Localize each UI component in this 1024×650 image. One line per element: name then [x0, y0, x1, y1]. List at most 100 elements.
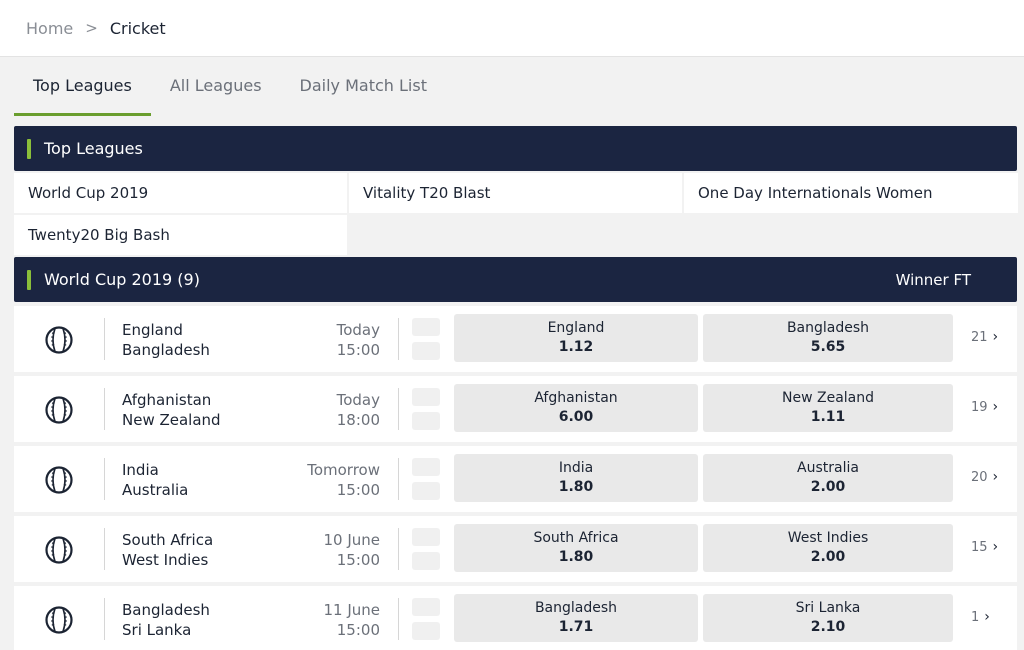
- odds-button-away[interactable]: West Indies 2.00: [703, 524, 953, 572]
- match-clock: 15:00: [336, 481, 380, 499]
- stat-placeholder: [412, 622, 440, 640]
- odds-away-name: New Zealand: [782, 390, 874, 406]
- odds-home-value: 1.71: [558, 619, 594, 635]
- row-divider: [104, 598, 105, 640]
- competition-panel: World Cup 2019 (9) Winner FT England Ban…: [14, 257, 1017, 650]
- odds-home-name: Afghanistan: [534, 390, 618, 406]
- odds-button-away[interactable]: New Zealand 1.11: [703, 384, 953, 432]
- away-team-name: Australia: [122, 481, 189, 499]
- odds-home-name: South Africa: [533, 530, 619, 546]
- breadcrumb-current: Cricket: [109, 18, 166, 38]
- header-accent: [27, 269, 31, 290]
- stat-placeholder: [412, 412, 440, 430]
- odds-button-home[interactable]: Bangladesh 1.71: [454, 594, 698, 642]
- odds-button-home[interactable]: England 1.12: [454, 314, 698, 362]
- match-clock: 15:00: [336, 621, 380, 639]
- home-team-name: Bangladesh: [122, 601, 210, 619]
- match-time: 10 June 15:00: [323, 530, 380, 570]
- row-divider: [398, 458, 399, 500]
- stat-placeholder: [412, 552, 440, 570]
- cricket-ball-icon: [45, 536, 73, 564]
- match-teams[interactable]: England Bangladesh: [122, 320, 210, 360]
- tab-top-leagues[interactable]: Top Leagues: [14, 58, 151, 116]
- odds-away-name: West Indies: [787, 530, 869, 546]
- odds-home-value: 1.80: [558, 549, 594, 565]
- match-day: 10 June: [323, 531, 380, 549]
- chevron-right-icon: ›: [992, 539, 999, 555]
- more-markets-link[interactable]: 1 ›: [971, 609, 990, 625]
- match-time: Today 15:00: [337, 320, 380, 360]
- row-divider: [398, 528, 399, 570]
- league-grid-empty: [684, 215, 1018, 255]
- row-divider: [104, 528, 105, 570]
- match-teams[interactable]: India Australia: [122, 460, 188, 500]
- cricket-ball-icon: [45, 326, 73, 354]
- match-time: Tomorrow 15:00: [307, 460, 380, 500]
- league-grid: World Cup 2019 Vitality T20 Blast One Da…: [14, 173, 1018, 255]
- cricket-ball-icon: [45, 606, 73, 634]
- stat-placeholder: [412, 598, 440, 616]
- odds-button-away[interactable]: Australia 2.00: [703, 454, 953, 502]
- odds-away-name: Sri Lanka: [795, 600, 861, 616]
- match-row: Bangladesh Sri Lanka 11 June 15:00 Bangl…: [14, 586, 1017, 650]
- league-link-big-bash[interactable]: Twenty20 Big Bash: [14, 215, 347, 255]
- away-team-name: New Zealand: [122, 411, 221, 429]
- odds-button-home[interactable]: India 1.80: [454, 454, 698, 502]
- chevron-right-icon: ›: [992, 399, 999, 415]
- match-time: 11 June 15:00: [323, 600, 380, 640]
- stat-placeholder: [412, 342, 440, 360]
- chevron-right-icon: ›: [992, 329, 999, 345]
- odds-button-away[interactable]: Sri Lanka 2.10: [703, 594, 953, 642]
- odds-away-value: 2.10: [810, 619, 846, 635]
- league-link-world-cup-2019[interactable]: World Cup 2019: [14, 173, 347, 213]
- match-day: 11 June: [323, 601, 380, 619]
- row-divider: [398, 598, 399, 640]
- tab-daily-match-list[interactable]: Daily Match List: [299, 76, 427, 95]
- league-link-odi-women[interactable]: One Day Internationals Women: [684, 173, 1018, 213]
- row-divider: [104, 318, 105, 360]
- stat-placeholder: [412, 388, 440, 406]
- odds-home-value: 1.12: [558, 339, 594, 355]
- breadcrumb: Home > Cricket: [0, 0, 1024, 57]
- more-markets-count: 21: [971, 329, 988, 345]
- competition-title: World Cup 2019 (9): [44, 270, 200, 289]
- odds-button-home[interactable]: Afghanistan 6.00: [454, 384, 698, 432]
- more-markets-count: 15: [971, 539, 988, 555]
- odds-button-home[interactable]: South Africa 1.80: [454, 524, 698, 572]
- more-markets-link[interactable]: 20 ›: [971, 469, 998, 485]
- odds-away-value: 2.00: [810, 479, 846, 495]
- more-markets-count: 19: [971, 399, 988, 415]
- odds-away-name: Australia: [797, 460, 859, 476]
- more-markets-link[interactable]: 15 ›: [971, 539, 998, 555]
- top-leagues-panel: Top Leagues World Cup 2019 Vitality T20 …: [14, 126, 1018, 255]
- odds-away-value: 5.65: [810, 339, 846, 355]
- match-clock: 18:00: [336, 411, 380, 429]
- odds-home-value: 6.00: [558, 409, 594, 425]
- home-team-name: Afghanistan: [122, 391, 212, 409]
- match-teams[interactable]: Afghanistan New Zealand: [122, 390, 221, 430]
- home-team-name: India: [122, 461, 159, 479]
- away-team-name: West Indies: [122, 551, 209, 569]
- match-clock: 15:00: [336, 551, 380, 569]
- match-teams[interactable]: South Africa West Indies: [122, 530, 213, 570]
- match-day: Today: [336, 321, 380, 339]
- breadcrumb-home-link[interactable]: Home: [26, 18, 74, 38]
- odds-away-value: 1.11: [810, 409, 846, 425]
- more-markets-link[interactable]: 19 ›: [971, 399, 998, 415]
- match-teams[interactable]: Bangladesh Sri Lanka: [122, 600, 210, 640]
- league-grid-empty: [349, 215, 682, 255]
- away-team-name: Bangladesh: [122, 341, 210, 359]
- match-list: England Bangladesh Today 15:00 England 1…: [14, 306, 1017, 650]
- more-markets-count: 1: [971, 609, 980, 625]
- stat-placeholder: [412, 458, 440, 476]
- odds-away-value: 2.00: [810, 549, 846, 565]
- stat-placeholder: [412, 528, 440, 546]
- odds-button-away[interactable]: Bangladesh 5.65: [703, 314, 953, 362]
- tab-bar: Top Leagues All Leagues Daily Match List: [14, 58, 446, 116]
- home-team-name: South Africa: [122, 531, 214, 549]
- more-markets-link[interactable]: 21 ›: [971, 329, 998, 345]
- tab-all-leagues[interactable]: All Leagues: [169, 76, 262, 95]
- match-row: South Africa West Indies 10 June 15:00 S…: [14, 516, 1017, 582]
- league-link-vitality-t20-blast[interactable]: Vitality T20 Blast: [349, 173, 682, 213]
- home-team-name: England: [122, 321, 183, 339]
